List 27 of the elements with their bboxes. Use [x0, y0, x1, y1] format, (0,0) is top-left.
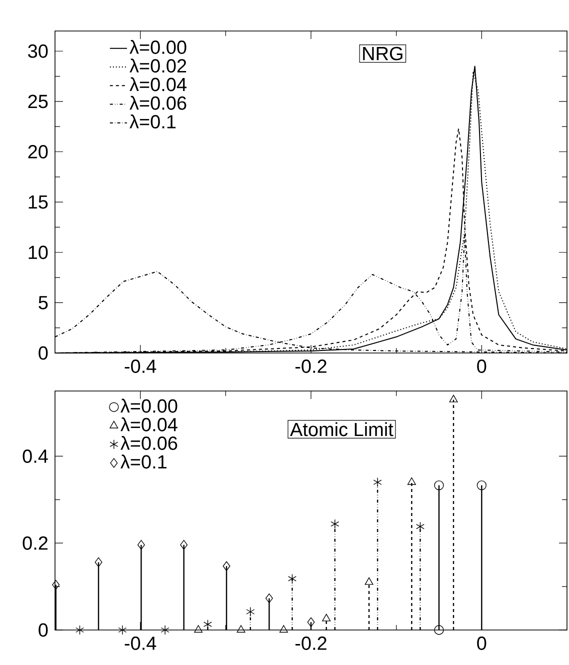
legend-label: λ=0.04 — [130, 77, 186, 92]
legend-label: λ=0.04 — [120, 417, 178, 432]
legend-label: λ=0.1 — [120, 454, 166, 469]
y-tick-label: 10 — [28, 246, 48, 260]
legend-label: λ=0.06 — [120, 436, 178, 450]
x-tick-label: -0.4 — [124, 636, 156, 650]
y-tick-label: 0.2 — [22, 536, 48, 550]
legend-label: λ=0.1 — [130, 114, 176, 128]
y-tick-label: 5 — [38, 296, 48, 310]
y-tick-label: 0 — [38, 623, 48, 637]
annotation: NRG — [363, 46, 402, 60]
annotation: Atomic Limit — [290, 422, 394, 436]
y-tick-label: 20 — [28, 145, 48, 158]
y-tick-label: 25 — [28, 94, 48, 108]
y-tick-label: 30 — [28, 44, 48, 58]
legend-label: λ=0.02 — [130, 58, 186, 73]
legend-label: λ=0.00 — [120, 398, 178, 413]
x-tick-label: -0.2 — [295, 360, 326, 373]
x-tick-label: -0.4 — [124, 360, 156, 373]
x-tick-label: 0 — [477, 636, 486, 650]
y-tick-label: 0.4 — [22, 449, 48, 463]
legend-label: λ=0.00 — [130, 40, 186, 54]
x-tick-label: 0 — [477, 360, 486, 373]
x-tick-label: -0.2 — [295, 636, 326, 650]
y-tick-label: 15 — [28, 195, 48, 209]
y-tick-label: 0 — [38, 346, 48, 360]
legend-label: λ=0.06 — [130, 96, 186, 110]
